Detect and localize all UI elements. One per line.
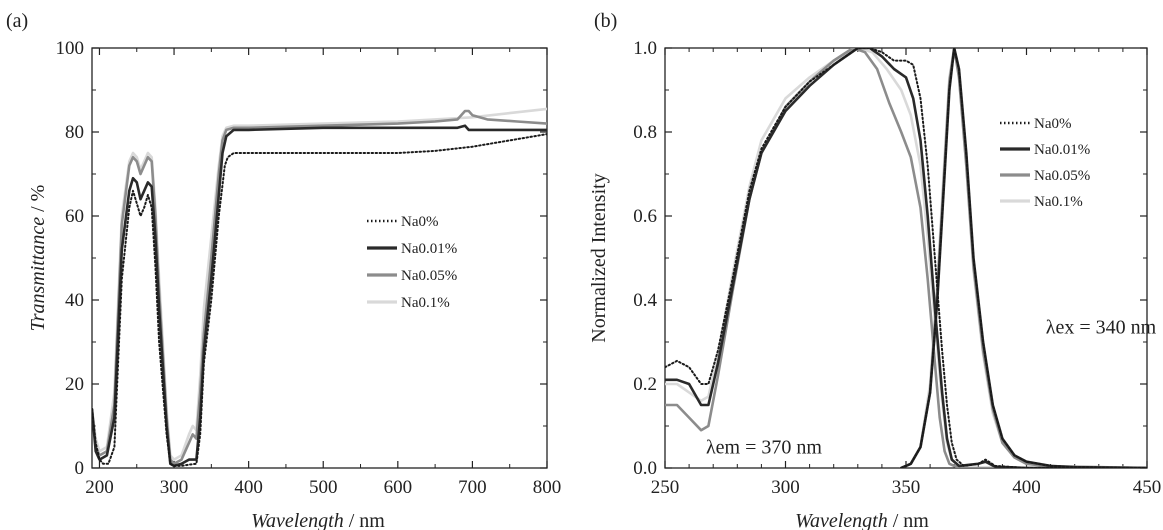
annotation: λex = 340 nm xyxy=(1046,317,1157,339)
panel-a-x-axis-title-unit: / nm xyxy=(344,510,386,530)
legend-label: Na0.01% xyxy=(401,241,457,257)
legend-label: Na0% xyxy=(1034,116,1072,132)
x-tick-label: 250 xyxy=(651,477,680,498)
series-line-na0 xyxy=(92,133,547,467)
panel-a-x-axis-title-quantity: Wavelength xyxy=(251,510,344,530)
y-tick-label: 0.4 xyxy=(633,290,657,311)
panel-b-x-axis-title-quantity: Wavelength xyxy=(795,510,888,530)
panel-a-plot-area: 200 300 400 500 600 700 800020406080100Na0%Na0… xyxy=(56,38,562,498)
x-tick-label: 600 xyxy=(384,477,413,498)
x-tick-label: 400 xyxy=(234,477,263,498)
x-tick-label: 200 xyxy=(85,477,114,498)
panel-a-y-axis-title-quantity: Transmittance xyxy=(27,217,49,332)
y-tick-label: 0.8 xyxy=(633,122,657,143)
panel-b-label: (b) xyxy=(594,10,617,32)
legend-label: Na0.05% xyxy=(401,268,457,284)
series-group xyxy=(92,107,547,468)
panel-a-y-axis-title-unit: / % xyxy=(27,185,49,217)
legend-label: Na0.01% xyxy=(1034,142,1090,158)
x-tick-label: 500 xyxy=(309,477,338,498)
y-tick-label: 0.2 xyxy=(633,374,657,395)
panel-a-x-axis-title: Wavelength / nm xyxy=(251,510,385,530)
legend: Na0% Na0.01% Na0.05% Na0.1% xyxy=(367,214,457,311)
x-tick-label: 700 xyxy=(458,477,487,498)
series-line-na005 xyxy=(92,109,547,466)
y-tick-label: 40 xyxy=(65,290,84,311)
panel-a-label: (a) xyxy=(6,10,28,32)
plot-frame xyxy=(91,47,548,469)
y-tick-label: 80 xyxy=(65,122,84,143)
y-tick-label: 100 xyxy=(56,38,85,59)
x-tick-label: 800 xyxy=(533,477,562,498)
x-tick-label: 400 xyxy=(1012,477,1041,498)
panel-a-transmittance-chart: (a) 200 300 400 500 600 700 800 0 20 40 60 80 100 Na0… xyxy=(6,10,561,530)
x-tick-label: 300 xyxy=(160,477,189,498)
series-line-na005-excitation xyxy=(665,48,1147,468)
x-tick-label: 350 xyxy=(892,477,921,498)
legend-label: Na0% xyxy=(401,214,439,230)
legend-label: Na0.1% xyxy=(1034,194,1083,210)
panel-a-y-axis-title: Transmittance / % xyxy=(27,185,49,332)
panel-b-normalized-intensity-chart: (b) 250 300 350 400 450 0.0 0.2 0.4 0.6 0.8 1.0 Na0… xyxy=(588,10,1161,530)
y-tick-label: 0 xyxy=(75,458,85,479)
series-line-na0-emission xyxy=(900,48,1147,468)
y-tick-label: 0.6 xyxy=(633,206,657,227)
y-tick-label: 0.0 xyxy=(633,458,657,479)
panel-b-plot-area: 250 300 350 400 4500.00.20.40.60.81.0Na0%Na0… xyxy=(633,38,1161,498)
annotation: λem = 370 nm xyxy=(706,436,822,458)
panel-b-x-axis-title-unit: / nm xyxy=(888,510,930,530)
series-line-na001 xyxy=(92,124,547,468)
legend-label: Na0.05% xyxy=(1034,168,1090,184)
y-tick-label: 1.0 xyxy=(633,38,657,59)
x-tick-label: 450 xyxy=(1133,477,1162,498)
legend-label: Na0.1% xyxy=(401,295,450,311)
series-group xyxy=(665,48,1147,468)
panel-b-y-axis-title: Normalized Intensity xyxy=(588,173,610,342)
x-tick-label: 300 xyxy=(771,477,800,498)
panel-b-x-axis-title: Wavelength / nm xyxy=(795,510,929,530)
series-line-na0-excitation xyxy=(665,48,1147,468)
y-tick-label: 20 xyxy=(65,374,84,395)
legend: Na0% Na0.01% Na0.05% Na0.1% xyxy=(1000,116,1090,210)
y-tick-label: 60 xyxy=(65,206,84,227)
series-line-na01 xyxy=(92,107,547,461)
